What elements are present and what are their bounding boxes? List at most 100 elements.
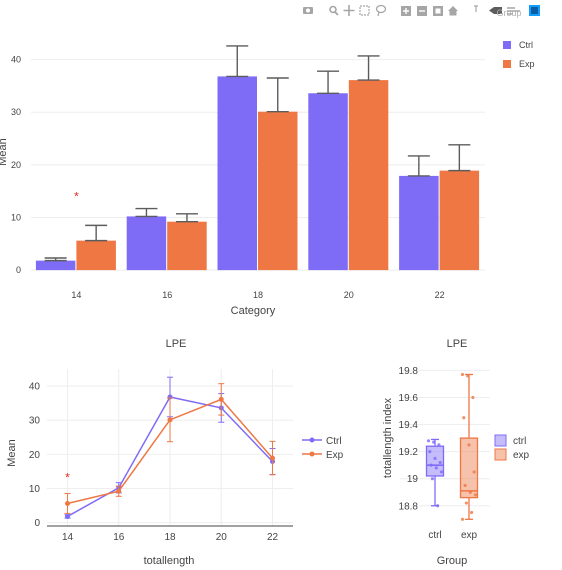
legend-swatch-exp[interactable] bbox=[503, 60, 511, 68]
bar-xtick-label: 16 bbox=[162, 290, 172, 300]
box-xtick-label: ctrl bbox=[428, 530, 441, 541]
line-point-exp[interactable] bbox=[218, 396, 224, 402]
bar-exp-22[interactable] bbox=[439, 170, 480, 271]
error-bar bbox=[85, 224, 108, 242]
reset-icon[interactable] bbox=[448, 6, 458, 16]
box-point bbox=[460, 372, 465, 377]
box-iqr bbox=[459, 437, 479, 499]
legend-title: Group bbox=[496, 8, 521, 18]
spike-icon[interactable] bbox=[474, 5, 478, 12]
line-ytick-label: 40 bbox=[29, 382, 41, 393]
line-xtick-label: 22 bbox=[267, 532, 279, 543]
box-point bbox=[470, 510, 474, 515]
bar-ytick-label: 0 bbox=[16, 265, 21, 275]
box-exp[interactable] bbox=[459, 372, 479, 521]
error-bar bbox=[226, 45, 249, 78]
line-point-exp[interactable] bbox=[167, 417, 173, 423]
bar-xtick-label: 18 bbox=[253, 290, 263, 300]
box-legend-swatch-ctrl[interactable] bbox=[494, 434, 507, 447]
line-yaxis-title: Mean bbox=[6, 439, 18, 467]
zoom-in-icon[interactable] bbox=[401, 6, 411, 16]
box-point bbox=[438, 460, 442, 465]
bar-xtick-label: 20 bbox=[344, 290, 354, 300]
line-point-exp[interactable] bbox=[270, 455, 275, 461]
box-legend-swatch-exp[interactable] bbox=[494, 448, 507, 461]
bar-xtick-label: 22 bbox=[435, 290, 445, 300]
line-chart-title: LPE bbox=[166, 338, 187, 350]
bar-ctrl-14[interactable] bbox=[35, 260, 76, 271]
legend-label-ctrl[interactable]: Ctrl bbox=[519, 40, 533, 50]
autoscale-icon[interactable] bbox=[433, 6, 443, 16]
legend-label-exp[interactable]: Exp bbox=[519, 59, 535, 69]
legend-swatch-ctrl[interactable] bbox=[503, 41, 511, 49]
bar-ctrl-20[interactable] bbox=[308, 93, 348, 271]
box-point bbox=[460, 517, 465, 521]
pan-icon[interactable] bbox=[343, 5, 355, 16]
box-legend-ctrl[interactable]: ctrl bbox=[513, 436, 526, 447]
line-annotation-star: * bbox=[65, 471, 70, 485]
box-point bbox=[430, 477, 434, 481]
line-point-exp[interactable] bbox=[65, 500, 70, 506]
zoom-out-icon[interactable] bbox=[417, 6, 427, 16]
line-legend-exp[interactable]: Exp bbox=[326, 450, 344, 461]
line-xaxis-title: totallength bbox=[144, 555, 195, 567]
bar-legend: Ctrl Exp bbox=[503, 40, 535, 69]
zoom-icon[interactable] bbox=[329, 5, 339, 16]
box-point bbox=[473, 493, 478, 497]
error-bar bbox=[175, 213, 198, 223]
bar-chart: 0 10 20 30 40 14 16 18 20 22 * Category Mean Gro… bbox=[0, 8, 535, 317]
lasso-icon[interactable] bbox=[375, 4, 387, 17]
box-select-icon[interactable] bbox=[359, 5, 370, 16]
box-point bbox=[436, 504, 440, 508]
box-point bbox=[437, 443, 441, 447]
line-ytick-label: 20 bbox=[29, 450, 41, 461]
bar-ctrl-16[interactable] bbox=[126, 216, 167, 271]
line-legend-ctrl[interactable]: Ctrl bbox=[326, 436, 342, 447]
line-xtick-label: 16 bbox=[113, 532, 125, 543]
box-point bbox=[462, 416, 466, 420]
box-ytick-label: 19.6 bbox=[399, 393, 419, 404]
box-point bbox=[426, 439, 431, 443]
line-xtick-label: 18 bbox=[164, 532, 176, 543]
bar-ctrl-18[interactable] bbox=[217, 76, 258, 271]
error-bar bbox=[448, 144, 471, 172]
bar-exp-20[interactable] bbox=[348, 80, 389, 271]
line-xtick-label: 14 bbox=[62, 532, 74, 543]
bar-ctrl-22[interactable] bbox=[399, 175, 439, 271]
line-xtick-label: 20 bbox=[216, 532, 228, 543]
line-ytick-label: 0 bbox=[34, 518, 40, 529]
box-yaxis-title: totallength index bbox=[382, 397, 394, 478]
line-point-ctrl[interactable] bbox=[65, 513, 70, 519]
bar-ytick-label: 40 bbox=[11, 55, 21, 65]
box-point bbox=[471, 395, 475, 400]
camera-icon[interactable] bbox=[303, 7, 313, 14]
box-point bbox=[466, 374, 470, 378]
box-ytick-label: 18.8 bbox=[399, 501, 419, 512]
box-ytick-label: 19 bbox=[407, 474, 419, 485]
bar-exp-14[interactable] bbox=[76, 240, 116, 271]
error-bar bbox=[357, 55, 380, 81]
box-point bbox=[467, 443, 471, 447]
bar-exp-18[interactable] bbox=[258, 111, 298, 271]
box-ctrl[interactable] bbox=[425, 438, 445, 508]
hover-compare-icon[interactable] bbox=[507, 7, 520, 15]
line-ytick-label: 30 bbox=[29, 416, 41, 427]
bar-exp-16[interactable] bbox=[167, 221, 207, 271]
bar-xtick-label: 14 bbox=[71, 290, 81, 300]
box-point bbox=[434, 466, 438, 470]
hover-closest-icon[interactable] bbox=[489, 7, 502, 14]
line-point-exp[interactable] bbox=[116, 488, 122, 494]
error-bar bbox=[266, 77, 289, 113]
bar-annotation-star: * bbox=[74, 189, 79, 203]
error-bar bbox=[135, 207, 158, 218]
bar-xaxis-title: Category bbox=[231, 305, 276, 317]
bar-ytick-label: 30 bbox=[11, 107, 21, 117]
box-point bbox=[432, 440, 436, 444]
box-legend-exp[interactable]: exp bbox=[513, 450, 530, 461]
box-point bbox=[429, 463, 433, 467]
box-point bbox=[472, 470, 476, 474]
bar-yaxis-title: Mean bbox=[0, 138, 9, 166]
plotly-logo[interactable] bbox=[529, 5, 540, 16]
